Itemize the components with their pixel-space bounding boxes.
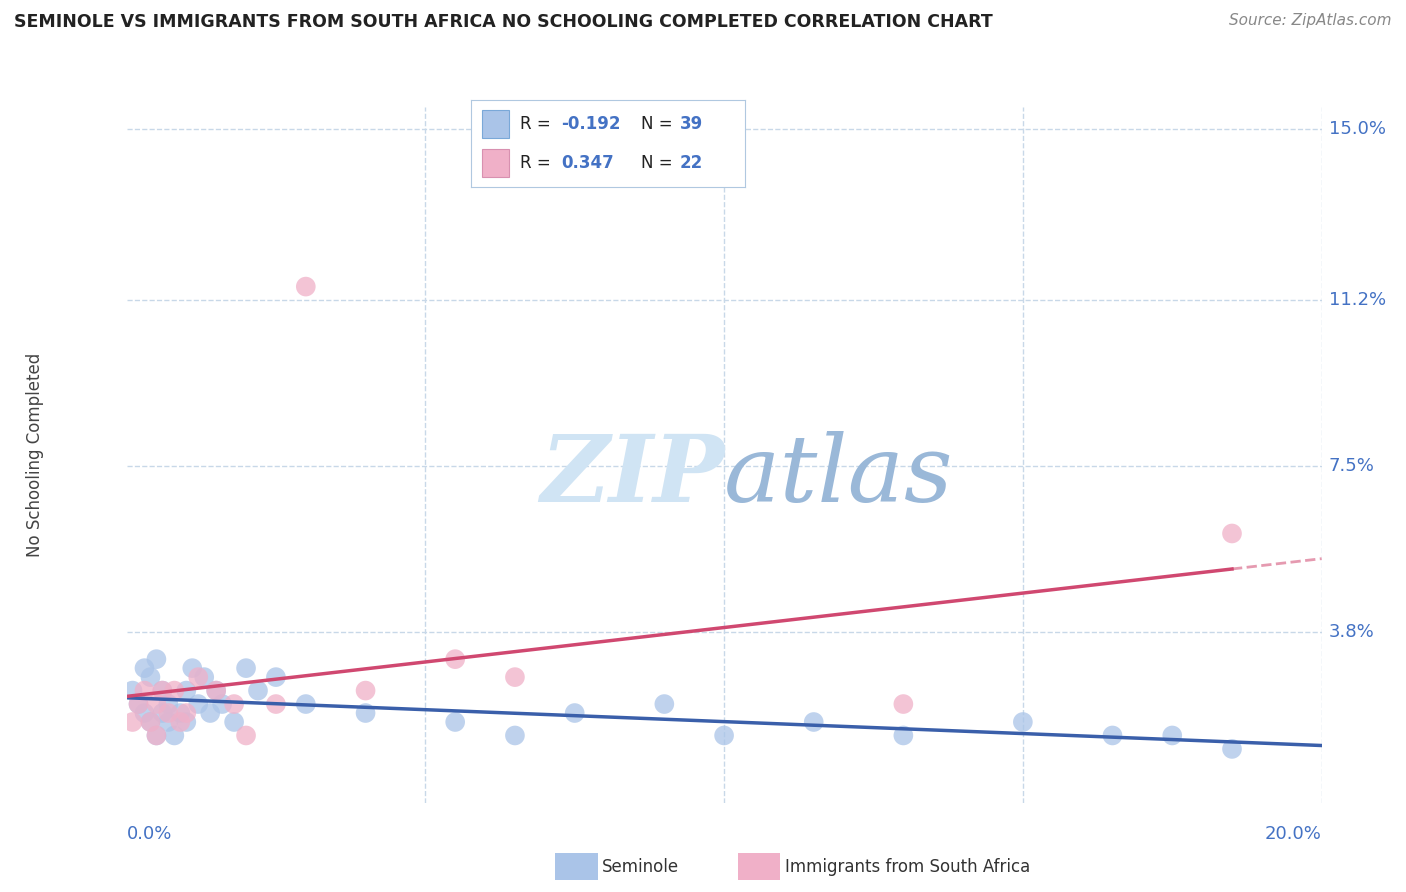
Point	[235, 729, 257, 743]
Point	[134, 683, 156, 698]
Point	[652, 697, 675, 711]
Text: N =: N =	[641, 115, 678, 134]
Text: Immigrants from South Africa: Immigrants from South Africa	[785, 858, 1029, 876]
Point	[1161, 729, 1184, 743]
Point	[187, 670, 209, 684]
Point	[713, 729, 735, 743]
Point	[264, 670, 287, 684]
Point	[181, 661, 204, 675]
Point	[264, 697, 287, 711]
Point	[174, 714, 197, 729]
Point	[134, 661, 156, 675]
Point	[247, 683, 270, 698]
Point	[205, 683, 228, 698]
Point	[222, 714, 246, 729]
Point	[294, 279, 316, 293]
Point	[187, 697, 209, 711]
Text: 0.347: 0.347	[561, 153, 614, 172]
Bar	[482, 149, 509, 177]
Point	[139, 714, 162, 729]
Point	[211, 697, 233, 711]
Point	[564, 706, 586, 720]
Text: -0.192: -0.192	[561, 115, 621, 134]
Point	[174, 706, 197, 720]
Point	[235, 661, 257, 675]
Point	[503, 670, 526, 684]
Point	[174, 683, 197, 698]
Point	[152, 683, 174, 698]
Point	[127, 697, 149, 711]
Point	[444, 714, 467, 729]
Text: 20.0%: 20.0%	[1265, 825, 1322, 843]
Point	[139, 670, 162, 684]
Text: 22: 22	[679, 153, 703, 172]
Point	[444, 652, 467, 666]
Point	[157, 714, 180, 729]
Point	[1101, 729, 1123, 743]
Point	[1220, 742, 1243, 756]
Point	[893, 729, 915, 743]
Text: Source: ZipAtlas.com: Source: ZipAtlas.com	[1229, 13, 1392, 29]
Text: 0.0%: 0.0%	[127, 825, 172, 843]
Point	[157, 697, 180, 711]
Point	[152, 706, 174, 720]
Text: R =: R =	[520, 153, 557, 172]
Point	[294, 697, 316, 711]
Bar	[482, 111, 509, 138]
Point	[121, 714, 143, 729]
Point	[193, 670, 215, 684]
Point	[127, 697, 149, 711]
Point	[205, 683, 228, 698]
Point	[354, 706, 377, 720]
Point	[163, 683, 186, 698]
Text: atlas: atlas	[724, 431, 953, 521]
Point	[169, 714, 191, 729]
Text: 11.2%: 11.2%	[1329, 291, 1386, 309]
Text: No Schooling Completed: No Schooling Completed	[27, 353, 44, 557]
Point	[1220, 526, 1243, 541]
Point	[134, 706, 156, 720]
Point	[354, 683, 377, 698]
Point	[145, 697, 167, 711]
Point	[139, 714, 162, 729]
Point	[145, 729, 167, 743]
Point	[152, 683, 174, 698]
Point	[169, 706, 191, 720]
Text: 39: 39	[679, 115, 703, 134]
Text: SEMINOLE VS IMMIGRANTS FROM SOUTH AFRICA NO SCHOOLING COMPLETED CORRELATION CHAR: SEMINOLE VS IMMIGRANTS FROM SOUTH AFRICA…	[14, 13, 993, 31]
Point	[222, 697, 246, 711]
Text: Seminole: Seminole	[602, 858, 679, 876]
Point	[145, 652, 167, 666]
Text: N =: N =	[641, 153, 678, 172]
Point	[1011, 714, 1033, 729]
Text: ZIP: ZIP	[540, 431, 724, 521]
Point	[157, 706, 180, 720]
Text: R =: R =	[520, 115, 557, 134]
Point	[503, 729, 526, 743]
Point	[200, 706, 222, 720]
Point	[163, 729, 186, 743]
Text: 7.5%: 7.5%	[1329, 457, 1375, 475]
Point	[145, 729, 167, 743]
Text: 15.0%: 15.0%	[1329, 120, 1386, 138]
Text: 3.8%: 3.8%	[1329, 624, 1375, 641]
Point	[121, 683, 143, 698]
Point	[803, 714, 825, 729]
Point	[893, 697, 915, 711]
